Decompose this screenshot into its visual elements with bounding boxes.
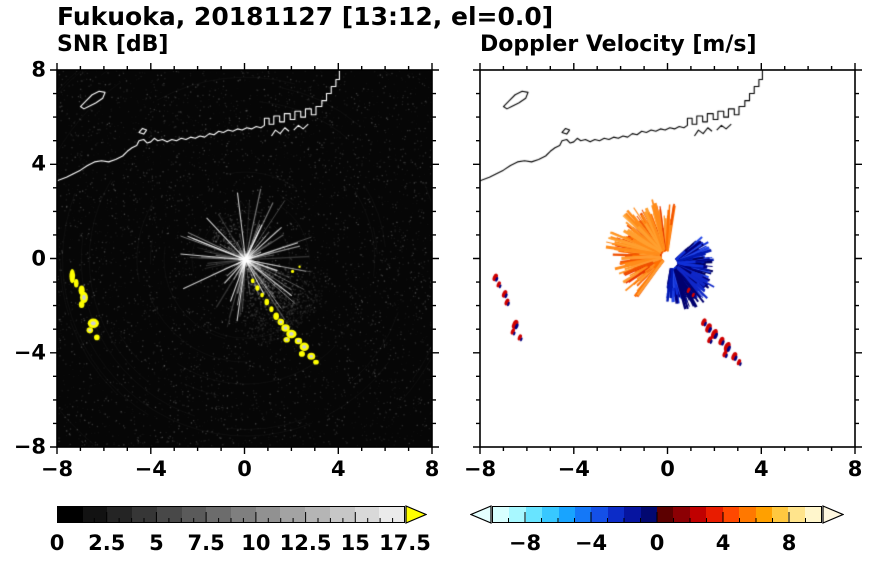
velocity-colorbar-cell (755, 507, 772, 522)
velocity-colorbar-cell (673, 507, 690, 522)
snr-colorbar-cell (82, 507, 108, 522)
velocity-colorbar-tick-label: −4 (574, 531, 608, 555)
velocity-x-tick-label: 8 (847, 457, 863, 481)
velocity-colorbar-cell (657, 507, 674, 522)
velocity-colorbar-cell (509, 507, 526, 522)
snr-x-tick-label: 4 (330, 457, 346, 481)
velocity-x-tick-label: −8 (463, 457, 497, 481)
velocity-colorbar-cell (706, 507, 723, 522)
snr-colorbar-over-arrow-icon (405, 505, 427, 524)
snr-colorbar-cell (132, 507, 157, 522)
snr-colorbar-cell (181, 507, 207, 522)
snr-colorbar-cell (156, 507, 182, 522)
snr-colorbar-ticks (68, 512, 394, 523)
velocity-colorbar-tick-label: 4 (715, 531, 731, 555)
snr-colorbar-tick-label: 10 (241, 531, 271, 555)
snr-x-tick-label: −8 (40, 457, 74, 481)
snr-colorbar-cell (354, 507, 380, 522)
velocity-colorbar-over-arrow-icon (822, 505, 844, 524)
snr-x-tick-label: 8 (424, 457, 440, 481)
snr-colorbar-cell (107, 507, 133, 522)
velocity-colorbar-ticks (508, 512, 806, 523)
snr-panel-title: SNR [dB] (57, 32, 169, 57)
velocity-colorbar-cell (788, 507, 805, 522)
snr-y-tick-label: 8 (31, 57, 46, 82)
velocity-colorbar (492, 506, 822, 523)
snr-plot-area (50, 63, 439, 454)
velocity-colorbar-cell (493, 507, 510, 522)
snr-colorbar-cell (206, 507, 232, 522)
velocity-colorbar-under-arrow-icon (470, 505, 492, 524)
velocity-panel-title: Doppler Velocity [m/s] (480, 32, 757, 57)
snr-colorbar-cell (379, 507, 405, 522)
snr-y-tick-label: −4 (13, 340, 46, 365)
snr-colorbar-tick-label: 5 (149, 531, 164, 555)
velocity-colorbar-tick-label: 0 (649, 531, 665, 555)
velocity-plot-area (473, 63, 862, 454)
snr-colorbar-tick-label: 17.5 (379, 531, 431, 555)
velocity-colorbar-tick-label: 8 (781, 531, 797, 555)
velocity-colorbar-cell (525, 507, 543, 522)
velocity-colorbar-tick-label: −8 (508, 531, 542, 555)
velocity-colorbar-cell (591, 507, 608, 522)
figure-title: Fukuoka, 20181127 [13:12, el=0.0] (57, 2, 554, 31)
velocity-colorbar-cell (722, 507, 740, 522)
snr-colorbar-cell (255, 507, 281, 522)
velocity-colorbar-cell (640, 507, 658, 522)
velocity-colorbar-cell (542, 507, 559, 522)
snr-colorbar-cell (305, 507, 330, 522)
snr-colorbar-cell (58, 507, 83, 522)
snr-x-tick-label: −4 (134, 457, 167, 481)
snr-colorbar-tick-label: 0 (49, 531, 65, 555)
velocity-x-tick-label: −4 (557, 457, 590, 481)
velocity-x-tick-label: 0 (660, 457, 675, 481)
snr-colorbar-cell (329, 507, 355, 522)
snr-colorbar-tick-label: 12.5 (279, 531, 332, 555)
snr-colorbar-cell (280, 507, 306, 522)
velocity-x-tick-label: 4 (753, 457, 769, 481)
snr-colorbar-tick-label: 2.5 (88, 531, 126, 555)
velocity-colorbar-cell (558, 507, 576, 522)
snr-colorbar-tick-label: 15 (340, 531, 370, 555)
velocity-colorbar-cell (771, 507, 789, 522)
velocity-colorbar-cell (689, 507, 707, 522)
velocity-colorbar-cell (575, 507, 592, 522)
snr-y-tick-label: −8 (13, 434, 46, 459)
snr-y-tick-label: 0 (31, 246, 46, 271)
snr-colorbar (57, 506, 405, 523)
velocity-colorbar-cell (607, 507, 625, 522)
velocity-radar-image (480, 70, 855, 447)
snr-colorbar-cell (231, 507, 256, 522)
velocity-colorbar-cell (739, 507, 756, 522)
snr-radar-image (57, 70, 432, 447)
snr-colorbar-tick-label: 7.5 (187, 531, 225, 555)
velocity-colorbar-cell (804, 507, 822, 522)
snr-y-tick-label: 4 (31, 151, 46, 176)
snr-x-tick-label: 0 (237, 457, 252, 481)
velocity-colorbar-cell (624, 507, 641, 522)
